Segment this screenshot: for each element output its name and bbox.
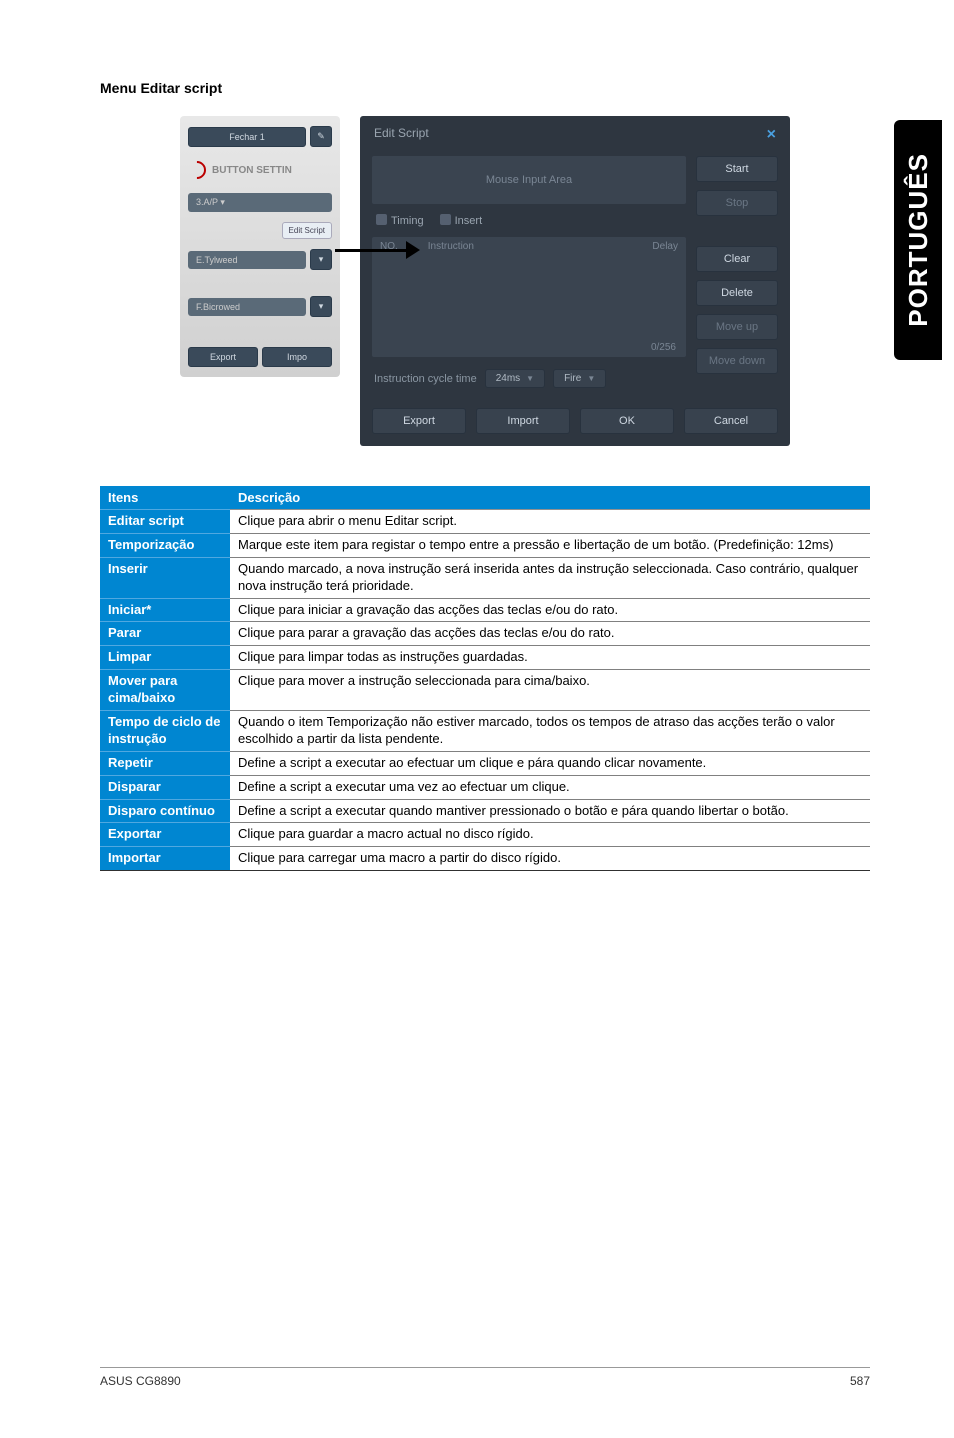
lp-edit-script-btn: Edit Script bbox=[282, 222, 332, 239]
row-value: Quando o item Temporização não estiver m… bbox=[230, 711, 870, 752]
table-row: LimparClique para limpar todas as instru… bbox=[100, 646, 870, 670]
row-key: Parar bbox=[100, 622, 230, 646]
th-desc: Descrição bbox=[230, 486, 870, 510]
table-row: RepetirDefine a script a executar ao efe… bbox=[100, 751, 870, 775]
movedown-button[interactable]: Move down bbox=[696, 348, 778, 374]
clear-button[interactable]: Clear bbox=[696, 246, 778, 272]
lp-export: Export bbox=[188, 347, 258, 367]
insert-label: Insert bbox=[455, 215, 483, 227]
table-row: ExportarClique para guardar a macro actu… bbox=[100, 823, 870, 847]
edit-script-window: Edit Script × Mouse Input Area Timing In… bbox=[360, 116, 790, 446]
insert-checkbox[interactable]: Insert bbox=[440, 214, 483, 227]
import-button[interactable]: Import bbox=[476, 408, 570, 434]
chevron-down-icon: ▼ bbox=[587, 374, 595, 383]
row-key: Mover para cima/baixo bbox=[100, 670, 230, 711]
lp-field-3: F.Bicrowed bbox=[188, 298, 306, 316]
screenshot-figure: Fechar 1 ✎ BUTTON SETTIN 3.A/P ▾ Edit Sc… bbox=[100, 116, 870, 446]
row-key: Inserir bbox=[100, 557, 230, 598]
row-key: Temporização bbox=[100, 533, 230, 557]
row-key: Limpar bbox=[100, 646, 230, 670]
lp-field-2: E.Tylweed bbox=[188, 251, 306, 269]
language-sidebar: PORTUGUÊS bbox=[894, 120, 942, 360]
callout-arrow bbox=[335, 241, 420, 261]
row-value: Clique para abrir o menu Editar script. bbox=[230, 510, 870, 534]
row-value: Clique para mover a instrução selecciona… bbox=[230, 670, 870, 711]
footer-right: 587 bbox=[850, 1374, 870, 1388]
lp-caret-icon: ▾ bbox=[310, 249, 332, 270]
table-body: Editar scriptClique para abrir o menu Ed… bbox=[100, 510, 870, 871]
table-row: InserirQuando marcado, a nova instrução … bbox=[100, 557, 870, 598]
row-key: Disparo contínuo bbox=[100, 799, 230, 823]
instruction-count: 0/256 bbox=[651, 342, 676, 353]
lp-caret-icon-2: ▾ bbox=[310, 296, 332, 317]
row-value: Clique para carregar uma macro a partir … bbox=[230, 847, 870, 871]
row-value: Clique para parar a gravação das acções … bbox=[230, 622, 870, 646]
row-key: Repetir bbox=[100, 751, 230, 775]
lp-close-box: Fechar 1 bbox=[188, 127, 306, 147]
row-value: Clique para limpar todas as instruções g… bbox=[230, 646, 870, 670]
table-row: DispararDefine a script a executar uma v… bbox=[100, 775, 870, 799]
rog-icon bbox=[184, 157, 209, 182]
cancel-button[interactable]: Cancel bbox=[684, 408, 778, 434]
ok-button[interactable]: OK bbox=[580, 408, 674, 434]
col-delay: Delay bbox=[652, 241, 678, 252]
table-row: Mover para cima/baixoClique para mover a… bbox=[100, 670, 870, 711]
description-table: Itens Descrição Editar scriptClique para… bbox=[100, 486, 870, 871]
row-value: Marque este item para registar o tempo e… bbox=[230, 533, 870, 557]
stop-button[interactable]: Stop bbox=[696, 190, 778, 216]
timing-checkbox[interactable]: Timing bbox=[376, 214, 424, 227]
lp-import: Impo bbox=[262, 347, 332, 367]
timing-label: Timing bbox=[391, 215, 424, 227]
table-row: ImportarClique para carregar uma macro a… bbox=[100, 847, 870, 871]
col-instruction: Instruction bbox=[428, 241, 474, 252]
row-value: Quando marcado, a nova instrução será in… bbox=[230, 557, 870, 598]
start-button[interactable]: Start bbox=[696, 156, 778, 182]
lp-field-1: 3.A/P ▾ bbox=[188, 193, 332, 212]
table-row: Disparo contínuoDefine a script a execut… bbox=[100, 799, 870, 823]
close-icon[interactable]: × bbox=[767, 126, 776, 144]
lp-logo-text: BUTTON SETTIN bbox=[212, 165, 292, 176]
footer-left: ASUS CG8890 bbox=[100, 1374, 181, 1388]
lp-pencil-icon: ✎ bbox=[310, 126, 332, 147]
row-key: Disparar bbox=[100, 775, 230, 799]
language-text: PORTUGUÊS bbox=[903, 153, 934, 327]
row-key: Iniciar* bbox=[100, 598, 230, 622]
row-key: Tempo de ciclo de instrução bbox=[100, 711, 230, 752]
cycle-time-dropdown[interactable]: 24ms▼ bbox=[485, 369, 545, 388]
table-row: TemporizaçãoMarque este item para regist… bbox=[100, 533, 870, 557]
cycle-label: Instruction cycle time bbox=[374, 373, 477, 385]
row-value: Define a script a executar quando mantiv… bbox=[230, 799, 870, 823]
page-content: Menu Editar script Fechar 1 ✎ BUTTON SET… bbox=[100, 80, 870, 871]
row-value: Define a script a executar ao efectuar u… bbox=[230, 751, 870, 775]
section-title: Menu Editar script bbox=[100, 80, 870, 96]
row-value: Define a script a executar uma vez ao ef… bbox=[230, 775, 870, 799]
delete-button[interactable]: Delete bbox=[696, 280, 778, 306]
row-key: Importar bbox=[100, 847, 230, 871]
table-row: Tempo de ciclo de instruçãoQuando o item… bbox=[100, 711, 870, 752]
table-row: PararClique para parar a gravação das ac… bbox=[100, 622, 870, 646]
row-value: Clique para iniciar a gravação das acçõe… bbox=[230, 598, 870, 622]
table-row: Editar scriptClique para abrir o menu Ed… bbox=[100, 510, 870, 534]
row-key: Exportar bbox=[100, 823, 230, 847]
left-mini-panel: Fechar 1 ✎ BUTTON SETTIN 3.A/P ▾ Edit Sc… bbox=[180, 116, 340, 377]
page-footer: ASUS CG8890 587 bbox=[100, 1367, 870, 1388]
table-row: Iniciar*Clique para iniciar a gravação d… bbox=[100, 598, 870, 622]
row-value: Clique para guardar a macro actual no di… bbox=[230, 823, 870, 847]
row-key: Editar script bbox=[100, 510, 230, 534]
chevron-down-icon: ▼ bbox=[526, 374, 534, 383]
lp-logo: BUTTON SETTIN bbox=[188, 157, 332, 183]
th-itens: Itens bbox=[100, 486, 230, 510]
export-button[interactable]: Export bbox=[372, 408, 466, 434]
mouse-input-area[interactable]: Mouse Input Area bbox=[372, 156, 686, 204]
fire-dropdown[interactable]: Fire▼ bbox=[553, 369, 606, 388]
es-title-text: Edit Script bbox=[374, 126, 429, 144]
moveup-button[interactable]: Move up bbox=[696, 314, 778, 340]
